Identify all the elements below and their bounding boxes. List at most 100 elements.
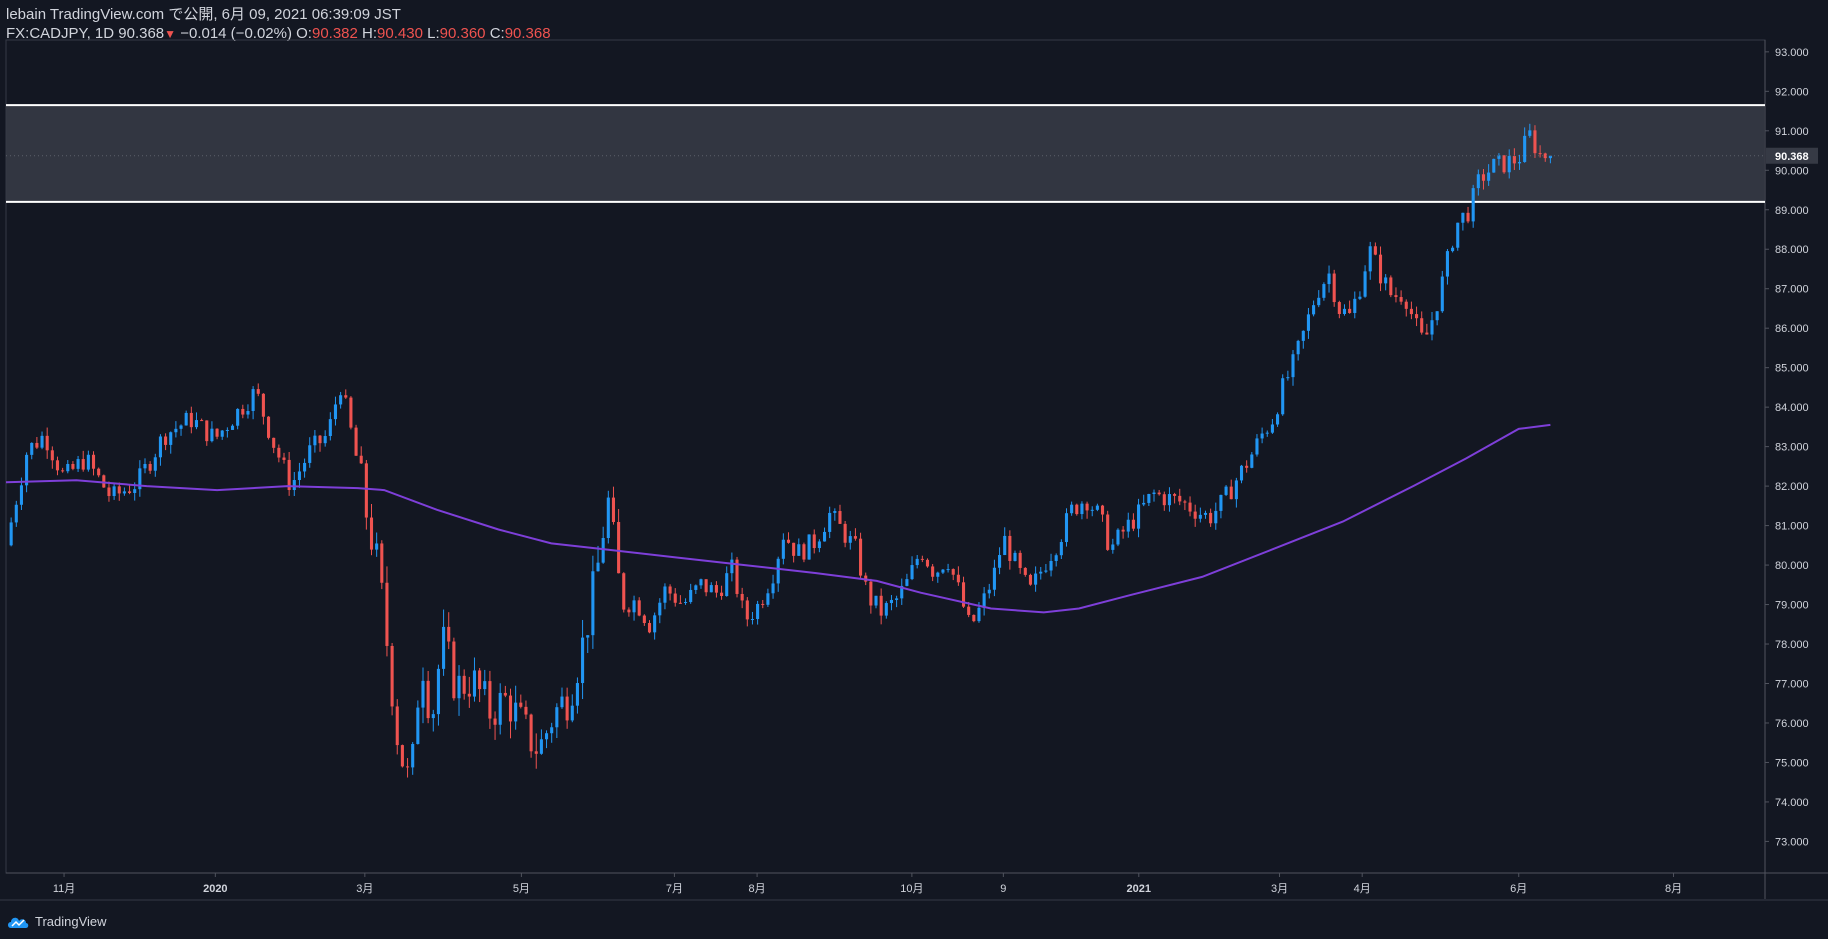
candle-body[interactable] [411, 743, 415, 768]
candle-body[interactable] [1368, 246, 1372, 272]
candle-body[interactable] [1147, 494, 1151, 503]
candle-body[interactable] [1358, 296, 1362, 299]
candle-body[interactable] [1260, 433, 1264, 439]
candle-body[interactable] [714, 585, 718, 593]
candle-body[interactable] [1389, 277, 1393, 296]
candle-body[interactable] [581, 637, 585, 684]
candle-body[interactable] [689, 589, 693, 603]
candle-body[interactable] [184, 412, 188, 426]
candle-body[interactable] [112, 486, 116, 497]
candle-body[interactable] [14, 504, 18, 523]
candle-body[interactable] [483, 681, 487, 690]
candle-body[interactable] [1131, 519, 1135, 529]
candle-body[interactable] [174, 428, 178, 433]
candle-body[interactable] [313, 435, 317, 446]
candle-body[interactable] [230, 425, 235, 430]
candle-body[interactable] [1543, 153, 1547, 159]
candle-body[interactable] [720, 592, 724, 596]
candle-body[interactable] [66, 463, 70, 472]
candle-body[interactable] [637, 600, 641, 616]
candle-body[interactable] [828, 512, 832, 532]
candle-body[interactable] [272, 437, 276, 448]
candle-body[interactable] [277, 447, 281, 458]
candle-body[interactable] [869, 581, 873, 606]
candle-body[interactable] [1100, 505, 1105, 515]
candle-body[interactable] [1430, 320, 1434, 335]
candle-body[interactable] [1106, 514, 1110, 550]
candle-body[interactable] [1327, 273, 1331, 285]
candle-body[interactable] [1291, 354, 1295, 378]
candle-body[interactable] [478, 670, 482, 690]
candle-body[interactable] [1142, 502, 1146, 505]
candle-body[interactable] [647, 622, 652, 633]
candle-body[interactable] [817, 541, 821, 549]
candle-body[interactable] [766, 593, 770, 605]
candle-body[interactable] [1064, 513, 1069, 543]
candle-body[interactable] [1317, 297, 1321, 306]
candle-body[interactable] [1209, 512, 1213, 524]
candle-body[interactable] [544, 733, 549, 740]
candle-body[interactable] [1394, 295, 1398, 298]
candle-body[interactable] [1507, 156, 1511, 173]
candle-body[interactable] [138, 468, 142, 490]
candle-body[interactable] [1245, 465, 1249, 468]
candle-body[interactable] [442, 626, 446, 669]
candle-body[interactable] [1224, 486, 1228, 495]
candle-body[interactable] [967, 606, 971, 615]
candle-body[interactable] [936, 572, 940, 577]
candle-body[interactable] [1039, 571, 1043, 574]
candle-body[interactable] [128, 491, 132, 493]
candle-body[interactable] [941, 569, 945, 573]
candle-body[interactable] [436, 668, 440, 715]
candle-body[interactable] [586, 635, 590, 638]
candle-body[interactable] [694, 585, 698, 590]
candle-body[interactable] [390, 645, 394, 707]
candle-body[interactable] [725, 573, 729, 596]
candle-body[interactable] [1023, 567, 1027, 575]
candle-body[interactable] [86, 454, 90, 470]
candle-body[interactable] [503, 692, 507, 696]
candle-body[interactable] [951, 569, 955, 575]
symbol-label[interactable]: FX:CADJPY, 1D [6, 25, 115, 42]
candle-body[interactable] [467, 693, 471, 697]
candle-body[interactable] [1198, 514, 1202, 519]
candle-body[interactable] [158, 436, 162, 458]
candle-body[interactable] [998, 555, 1002, 568]
candle-body[interactable] [452, 641, 456, 699]
candle-body[interactable] [1456, 222, 1460, 248]
candle-body[interactable] [1322, 284, 1326, 298]
candle-body[interactable] [369, 517, 374, 550]
candle-body[interactable] [982, 593, 986, 608]
candle-body[interactable] [1157, 492, 1161, 495]
candle-body[interactable] [987, 589, 991, 594]
candle-body[interactable] [704, 579, 708, 593]
candle-body[interactable] [1049, 560, 1053, 571]
candle-body[interactable] [931, 566, 935, 577]
candle-body[interactable] [210, 428, 214, 442]
candle-body[interactable] [1332, 273, 1336, 303]
candle-body[interactable] [1373, 246, 1377, 255]
candle-body[interactable] [730, 559, 734, 574]
candle-body[interactable] [462, 675, 466, 694]
candle-body[interactable] [1167, 494, 1171, 506]
candle-body[interactable] [1461, 212, 1465, 223]
candle-body[interactable] [256, 389, 260, 394]
candle-body[interactable] [802, 544, 806, 560]
candle-body[interactable] [895, 598, 899, 600]
candle-body[interactable] [395, 706, 399, 746]
candle-body[interactable] [822, 531, 827, 542]
candle-body[interactable] [740, 593, 744, 601]
candle-body[interactable] [761, 603, 765, 605]
candle-body[interactable] [771, 583, 775, 594]
candle-body[interactable] [900, 585, 904, 599]
candle-body[interactable] [555, 707, 559, 728]
candle-body[interactable] [1306, 314, 1310, 331]
candle-body[interactable] [570, 705, 574, 721]
candle-body[interactable] [1409, 308, 1413, 315]
candle-body[interactable] [1517, 161, 1522, 164]
candle-body[interactable] [287, 459, 291, 491]
candle-body[interactable] [1337, 302, 1341, 314]
candle-body[interactable] [1080, 503, 1084, 515]
candle-body[interactable] [282, 457, 286, 460]
candle-body[interactable] [19, 485, 23, 505]
